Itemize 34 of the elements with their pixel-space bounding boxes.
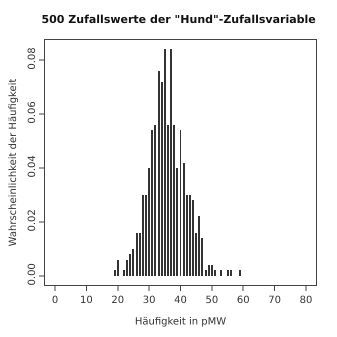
bar: [170, 49, 172, 276]
bar: [208, 265, 210, 276]
x-tick-label: 10: [80, 295, 93, 306]
bar: [230, 270, 232, 276]
x-axis-title: Häufigkeit in pMW: [134, 316, 226, 328]
x-tick-label: 80: [300, 295, 312, 306]
bar: [239, 270, 241, 276]
x-tick-label: 60: [236, 295, 250, 306]
y-tick-label: 0.00: [27, 263, 38, 286]
bar: [164, 49, 166, 276]
y-tick-label: 0.06: [27, 101, 38, 124]
bar: [227, 270, 229, 276]
bar: [136, 233, 138, 276]
x-tick-label: 70: [268, 295, 281, 306]
x-tick-label: 20: [111, 295, 124, 306]
x-tick-label: 40: [174, 295, 187, 306]
bar: [198, 216, 200, 276]
y-tick-label: 0.08: [27, 47, 38, 70]
bar: [211, 265, 213, 276]
chart-title: 500 Zufallswerte der "Hund"-Zufallsvariable: [41, 12, 316, 26]
bar: [189, 195, 191, 276]
bar: [158, 71, 160, 276]
y-axis-title: Wahrscheinlichkeit der Häufigkeit: [8, 78, 19, 246]
bar: [183, 163, 185, 276]
y-tick-label: 0.04: [27, 155, 38, 178]
bar: [220, 270, 222, 276]
y-tick-label: 0.02: [27, 209, 38, 232]
bar: [154, 125, 156, 276]
bar: [117, 260, 119, 276]
bar: [142, 195, 144, 276]
x-tick-label: 30: [142, 295, 156, 306]
x-tick-label: 50: [206, 295, 218, 306]
bar: [132, 249, 134, 276]
x-tick-label: 0: [52, 295, 58, 306]
